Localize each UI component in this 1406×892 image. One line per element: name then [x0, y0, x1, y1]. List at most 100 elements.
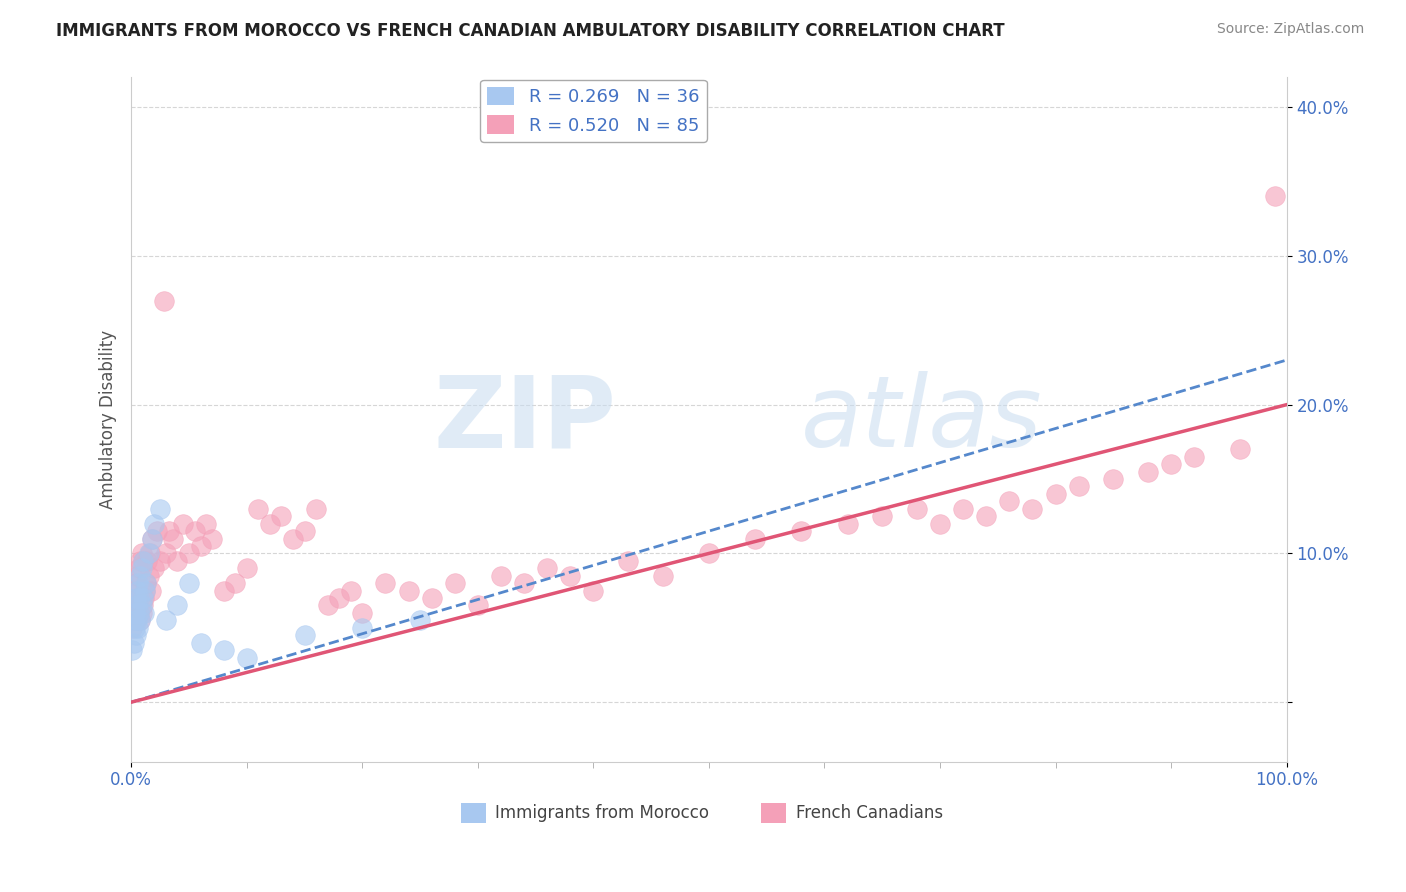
Point — [127, 621, 149, 635]
Point — [149, 554, 172, 568]
Text: Immigrants from Morocco: Immigrants from Morocco — [495, 804, 709, 822]
Point — [124, 606, 146, 620]
Point — [201, 532, 224, 546]
Point — [905, 501, 928, 516]
Point — [128, 561, 150, 575]
Point — [127, 576, 149, 591]
Point — [247, 501, 270, 516]
Point — [132, 591, 155, 605]
Point — [582, 583, 605, 598]
Point — [281, 532, 304, 546]
Point — [131, 599, 153, 613]
Point — [125, 583, 148, 598]
Point — [270, 509, 292, 524]
Point — [129, 613, 152, 627]
Point — [141, 532, 163, 546]
Point — [212, 583, 235, 598]
Point — [128, 591, 150, 605]
FancyBboxPatch shape — [461, 803, 486, 823]
Point — [236, 561, 259, 575]
Point — [328, 591, 350, 605]
Point — [1229, 442, 1251, 457]
Point — [316, 599, 339, 613]
Point — [131, 561, 153, 575]
Point — [837, 516, 859, 531]
Point — [952, 501, 974, 516]
Point — [166, 554, 188, 568]
Point — [177, 546, 200, 560]
Point — [1045, 487, 1067, 501]
Point — [124, 606, 146, 620]
Point — [127, 591, 149, 605]
Point — [129, 554, 152, 568]
Point — [124, 583, 146, 598]
Point — [143, 516, 166, 531]
Point — [870, 509, 893, 524]
Point — [134, 583, 156, 598]
Point — [172, 516, 194, 531]
Point — [166, 599, 188, 613]
Point — [560, 568, 582, 582]
Point — [157, 524, 180, 538]
Point — [122, 613, 145, 627]
Point — [122, 613, 145, 627]
Point — [132, 591, 155, 605]
Point — [697, 546, 720, 560]
Point — [184, 524, 207, 538]
Point — [122, 599, 145, 613]
Text: atlas: atlas — [801, 371, 1043, 468]
Point — [513, 576, 536, 591]
Point — [162, 532, 184, 546]
Point — [139, 583, 162, 598]
Point — [131, 606, 153, 620]
Point — [212, 643, 235, 657]
Point — [236, 650, 259, 665]
Point — [1182, 450, 1205, 464]
Point — [131, 546, 153, 560]
Point — [294, 524, 316, 538]
Point — [125, 613, 148, 627]
Point — [617, 554, 640, 568]
Text: French Canadians: French Canadians — [796, 804, 942, 822]
Point — [125, 591, 148, 605]
Point — [190, 539, 212, 553]
Point — [974, 509, 997, 524]
Point — [177, 576, 200, 591]
Point — [145, 524, 167, 538]
Point — [125, 576, 148, 591]
Point — [132, 554, 155, 568]
Point — [125, 606, 148, 620]
Point — [224, 576, 246, 591]
Point — [352, 606, 374, 620]
Text: ZIP: ZIP — [433, 371, 616, 468]
Point — [124, 621, 146, 635]
Legend: R = 0.269   N = 36, R = 0.520   N = 85: R = 0.269 N = 36, R = 0.520 N = 85 — [481, 79, 707, 142]
Point — [1067, 479, 1090, 493]
Point — [420, 591, 443, 605]
Point — [152, 293, 174, 308]
Point — [125, 599, 148, 613]
Point — [132, 554, 155, 568]
Point — [536, 561, 558, 575]
Point — [138, 568, 160, 582]
Point — [790, 524, 813, 538]
Point — [195, 516, 218, 531]
Point — [129, 568, 152, 582]
Point — [155, 613, 177, 627]
Point — [744, 532, 766, 546]
Point — [398, 583, 420, 598]
Point — [121, 621, 143, 635]
Point — [149, 501, 172, 516]
Point — [138, 546, 160, 560]
Text: IMMIGRANTS FROM MOROCCO VS FRENCH CANADIAN AMBULATORY DISABILITY CORRELATION CHA: IMMIGRANTS FROM MOROCCO VS FRENCH CANADI… — [56, 22, 1005, 40]
Point — [1021, 501, 1043, 516]
Point — [467, 599, 489, 613]
Point — [489, 568, 512, 582]
Point — [259, 516, 281, 531]
Point — [190, 635, 212, 649]
Point — [443, 576, 465, 591]
Point — [143, 561, 166, 575]
FancyBboxPatch shape — [761, 803, 786, 823]
Point — [294, 628, 316, 642]
Text: Source: ZipAtlas.com: Source: ZipAtlas.com — [1216, 22, 1364, 37]
